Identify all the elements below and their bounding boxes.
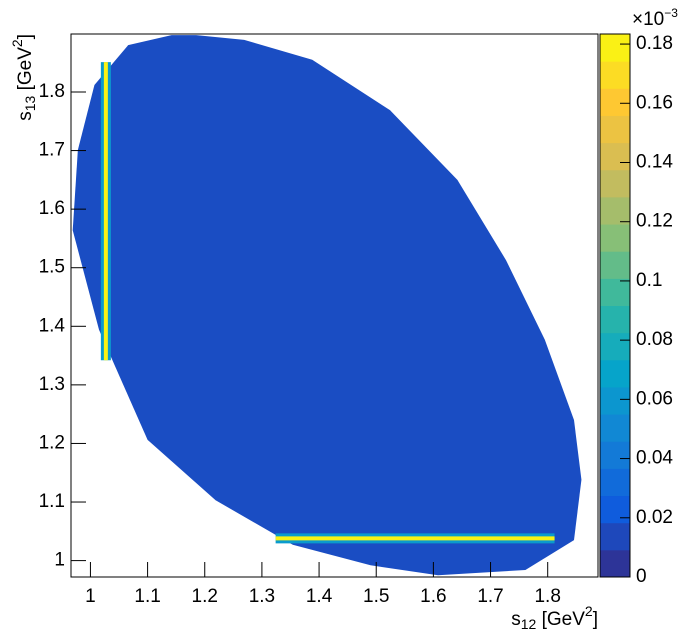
colorbar-step — [600, 386, 630, 415]
colorbar-step — [600, 142, 630, 171]
colorbar-step — [600, 359, 630, 388]
y-title-sub: 13 — [22, 95, 38, 111]
y-title-part: ] — [15, 34, 36, 39]
z-tick-label: 0.14 — [636, 152, 673, 173]
y-tick-label: 1.7 — [39, 140, 65, 161]
y-tick-label: 1.2 — [39, 432, 65, 453]
z-tick-label: 0 — [636, 566, 647, 587]
z-tick-label: 0.06 — [636, 388, 673, 409]
x-tick-label: 1.3 — [249, 586, 275, 607]
colorbar-step — [600, 495, 630, 524]
colorbar-step — [600, 305, 630, 334]
y-axis-title: s13 [GeV2] — [9, 34, 38, 121]
colorbar-step — [600, 251, 630, 279]
colorbar-step — [600, 278, 630, 306]
y-tick-label: 1.8 — [39, 81, 65, 102]
colorbar-step — [600, 441, 630, 469]
x-tick-label: 1.5 — [363, 586, 389, 607]
colorbar-step — [600, 468, 630, 497]
z-tick-label: 0.04 — [636, 448, 673, 469]
colorbar-step — [600, 414, 630, 442]
colorbar-step — [600, 88, 630, 116]
colorbar-step — [600, 522, 630, 551]
y-tick-label: 1.6 — [39, 198, 65, 219]
colorbar-step — [600, 196, 630, 225]
z-multiplier-exp: −3 — [664, 6, 678, 20]
y-tick-label: 1 — [54, 550, 65, 571]
x-axis-title: s12 [GeV2] — [511, 603, 598, 632]
colorbar-frame — [599, 33, 631, 578]
colorbar-step — [600, 332, 630, 361]
colorbar-step — [600, 34, 630, 62]
plot-frame — [70, 33, 599, 578]
z-tick-label: 0.16 — [636, 92, 673, 113]
colorbar-step — [600, 224, 630, 252]
y-tick-label: 1.4 — [39, 315, 66, 336]
y-title-sup: 2 — [9, 39, 25, 47]
colorbar-step — [600, 549, 630, 578]
x-title-part: [GeV — [536, 609, 585, 630]
z-tick-label: 0.18 — [636, 33, 673, 54]
x-tick-label: 1.8 — [534, 586, 560, 607]
z-multiplier-base: ×10 — [632, 9, 664, 30]
y-title-part: s — [15, 111, 36, 121]
x-title-part: ] — [593, 609, 598, 630]
x-tick-label: 1.4 — [306, 586, 333, 607]
x-title-part: s — [511, 609, 521, 630]
x-title-sup: 2 — [585, 603, 593, 619]
y-tick-label: 1.3 — [39, 374, 65, 395]
z-tick-label: 0.08 — [636, 329, 673, 350]
x-tick-label: 1 — [85, 586, 96, 607]
colorbar-step — [600, 61, 630, 89]
x-tick-label: 1.6 — [420, 586, 446, 607]
x-tick-label: 1.1 — [134, 586, 160, 607]
x-tick-label: 1.2 — [192, 586, 218, 607]
z-multiplier: ×10−3 — [632, 6, 678, 30]
z-tick-label: 0.12 — [636, 211, 673, 232]
z-tick-label: 0.1 — [636, 270, 662, 291]
x-title-sub: 12 — [521, 616, 537, 632]
y-tick-label: 1.1 — [39, 491, 65, 512]
x-tick-label: 1.7 — [477, 586, 503, 607]
kinematic-region — [72, 35, 582, 576]
y-title-part: [GeV — [15, 47, 36, 96]
colorbar-step — [600, 115, 630, 144]
y-tick-label: 1.5 — [39, 257, 65, 278]
z-tick-label: 0.02 — [636, 507, 673, 528]
colorbar-step — [600, 169, 630, 198]
